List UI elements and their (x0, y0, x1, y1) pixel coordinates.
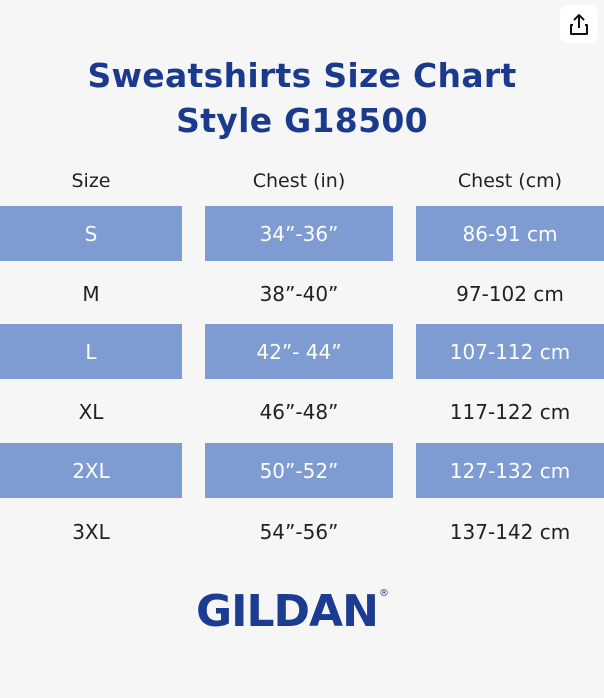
table-cell: 137-142 cm (449, 519, 571, 544)
table-cell: L (0, 324, 182, 379)
table-cell: 42”- 44” (205, 324, 393, 379)
table-cell: S (0, 206, 182, 261)
logo-text: GILDAN (196, 586, 379, 637)
share-button[interactable] (560, 5, 598, 43)
title-line: Style G18500 (176, 101, 428, 140)
table-cell: 46”-48” (259, 399, 339, 424)
logo-mark: ® (378, 588, 389, 599)
table-cell: 50”-52” (205, 443, 393, 498)
table-cell: 2XL (0, 443, 182, 498)
table-cell: 107-112 cm (416, 324, 604, 379)
table-cell: 3XL (72, 519, 110, 544)
table-cell: 34”-36” (205, 206, 393, 261)
column-header: Size (71, 170, 111, 192)
title-line: Sweatshirts Size Chart (87, 56, 517, 95)
table-cell: 127-132 cm (416, 443, 604, 498)
table-cell: M (82, 281, 100, 306)
table-cell: 86-91 cm (416, 206, 604, 261)
logo: GILDAN® (196, 586, 389, 637)
table-cell: 38”-40” (259, 281, 339, 306)
share-icon (570, 14, 588, 35)
table-cell: 117-122 cm (449, 399, 571, 424)
column-header: Chest (in) (252, 170, 346, 192)
table-cell: 54”-56” (259, 519, 339, 544)
table-cell: 97-102 cm (456, 281, 564, 306)
column-header: Chest (cm) (457, 170, 563, 192)
table-cell: XL (78, 399, 104, 424)
